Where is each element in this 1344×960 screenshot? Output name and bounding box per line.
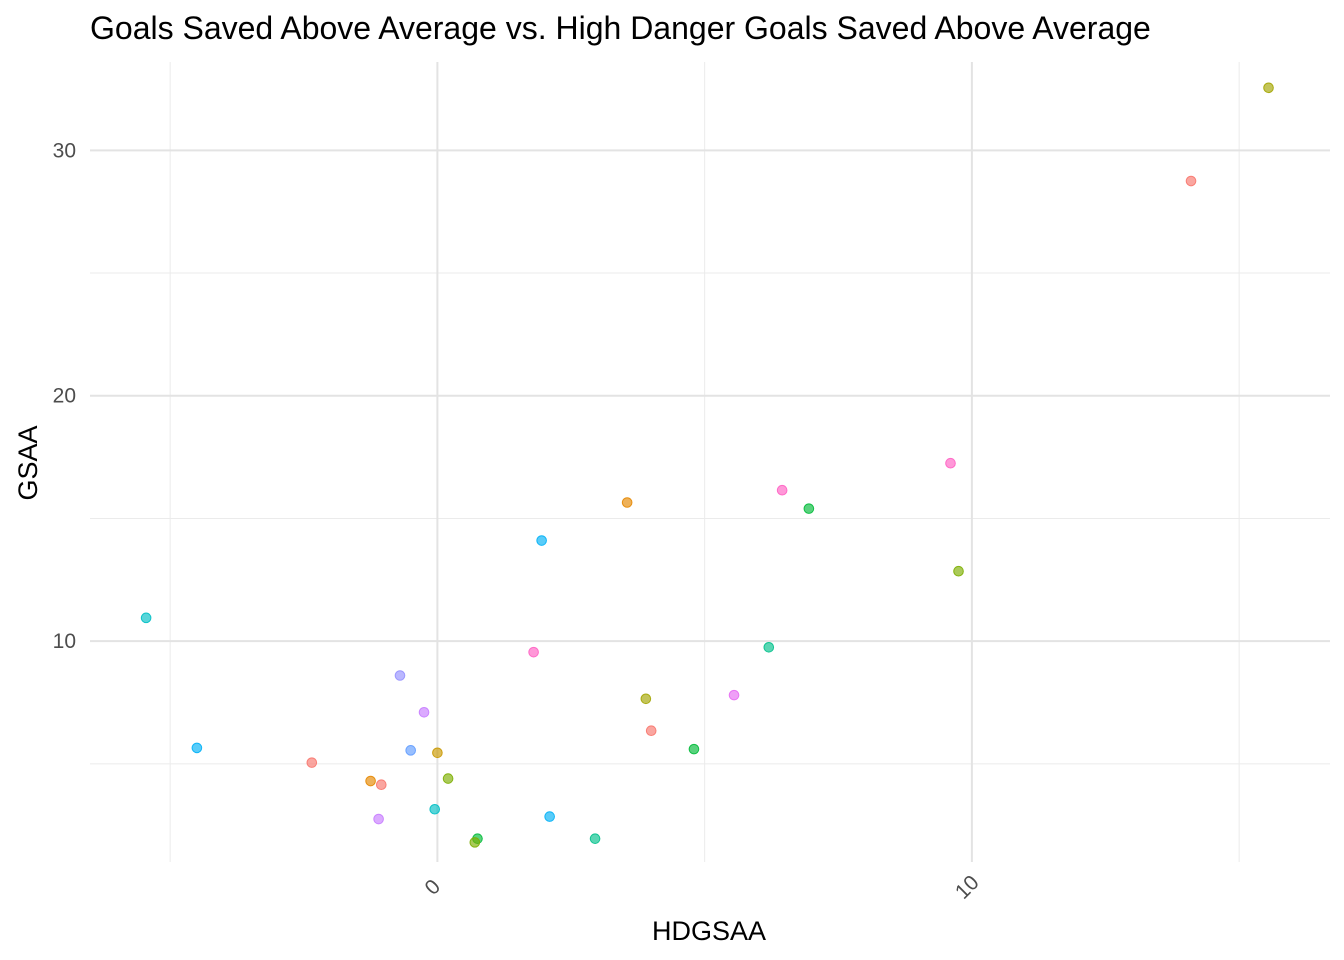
data-point [405, 745, 416, 756]
grid-minor [90, 62, 1330, 862]
data-point [728, 689, 740, 701]
data-point [544, 811, 555, 822]
data-point [442, 773, 454, 784]
data-point [373, 813, 384, 825]
y-axis-title: GSAA [13, 425, 43, 500]
data-point [394, 670, 406, 681]
data-points [140, 82, 1274, 848]
data-point [776, 484, 788, 496]
data-point [306, 757, 318, 768]
data-point [640, 693, 652, 705]
data-point [803, 503, 815, 514]
x-tick-label: 10 [951, 871, 984, 904]
data-point [688, 743, 700, 755]
data-point [365, 775, 376, 787]
x-axis-title: HDGSAA [652, 916, 766, 946]
data-point [191, 742, 203, 754]
data-point [469, 837, 481, 848]
data-point [432, 747, 443, 759]
data-point [1263, 82, 1274, 94]
data-point [621, 497, 633, 508]
chart-title: Goals Saved Above Average vs. High Dange… [90, 10, 1151, 46]
y-tick-label: 20 [53, 385, 76, 408]
data-point [589, 833, 601, 844]
x-tick-label: 0 [421, 875, 446, 900]
y-tick-label: 30 [53, 139, 76, 162]
grid-major [90, 62, 1330, 862]
data-point [418, 707, 430, 718]
data-point [429, 803, 441, 815]
data-point [645, 725, 657, 737]
data-point [375, 779, 387, 790]
x-tick-labels: 0 10 [421, 871, 984, 904]
data-point [140, 612, 152, 624]
data-point [536, 535, 547, 546]
y-tick-labels: 10 20 30 [53, 139, 76, 653]
data-point [1185, 175, 1197, 187]
data-point [528, 646, 539, 658]
data-point [763, 641, 775, 653]
data-point [945, 457, 956, 469]
y-tick-label: 10 [53, 630, 76, 653]
data-point [953, 565, 964, 577]
